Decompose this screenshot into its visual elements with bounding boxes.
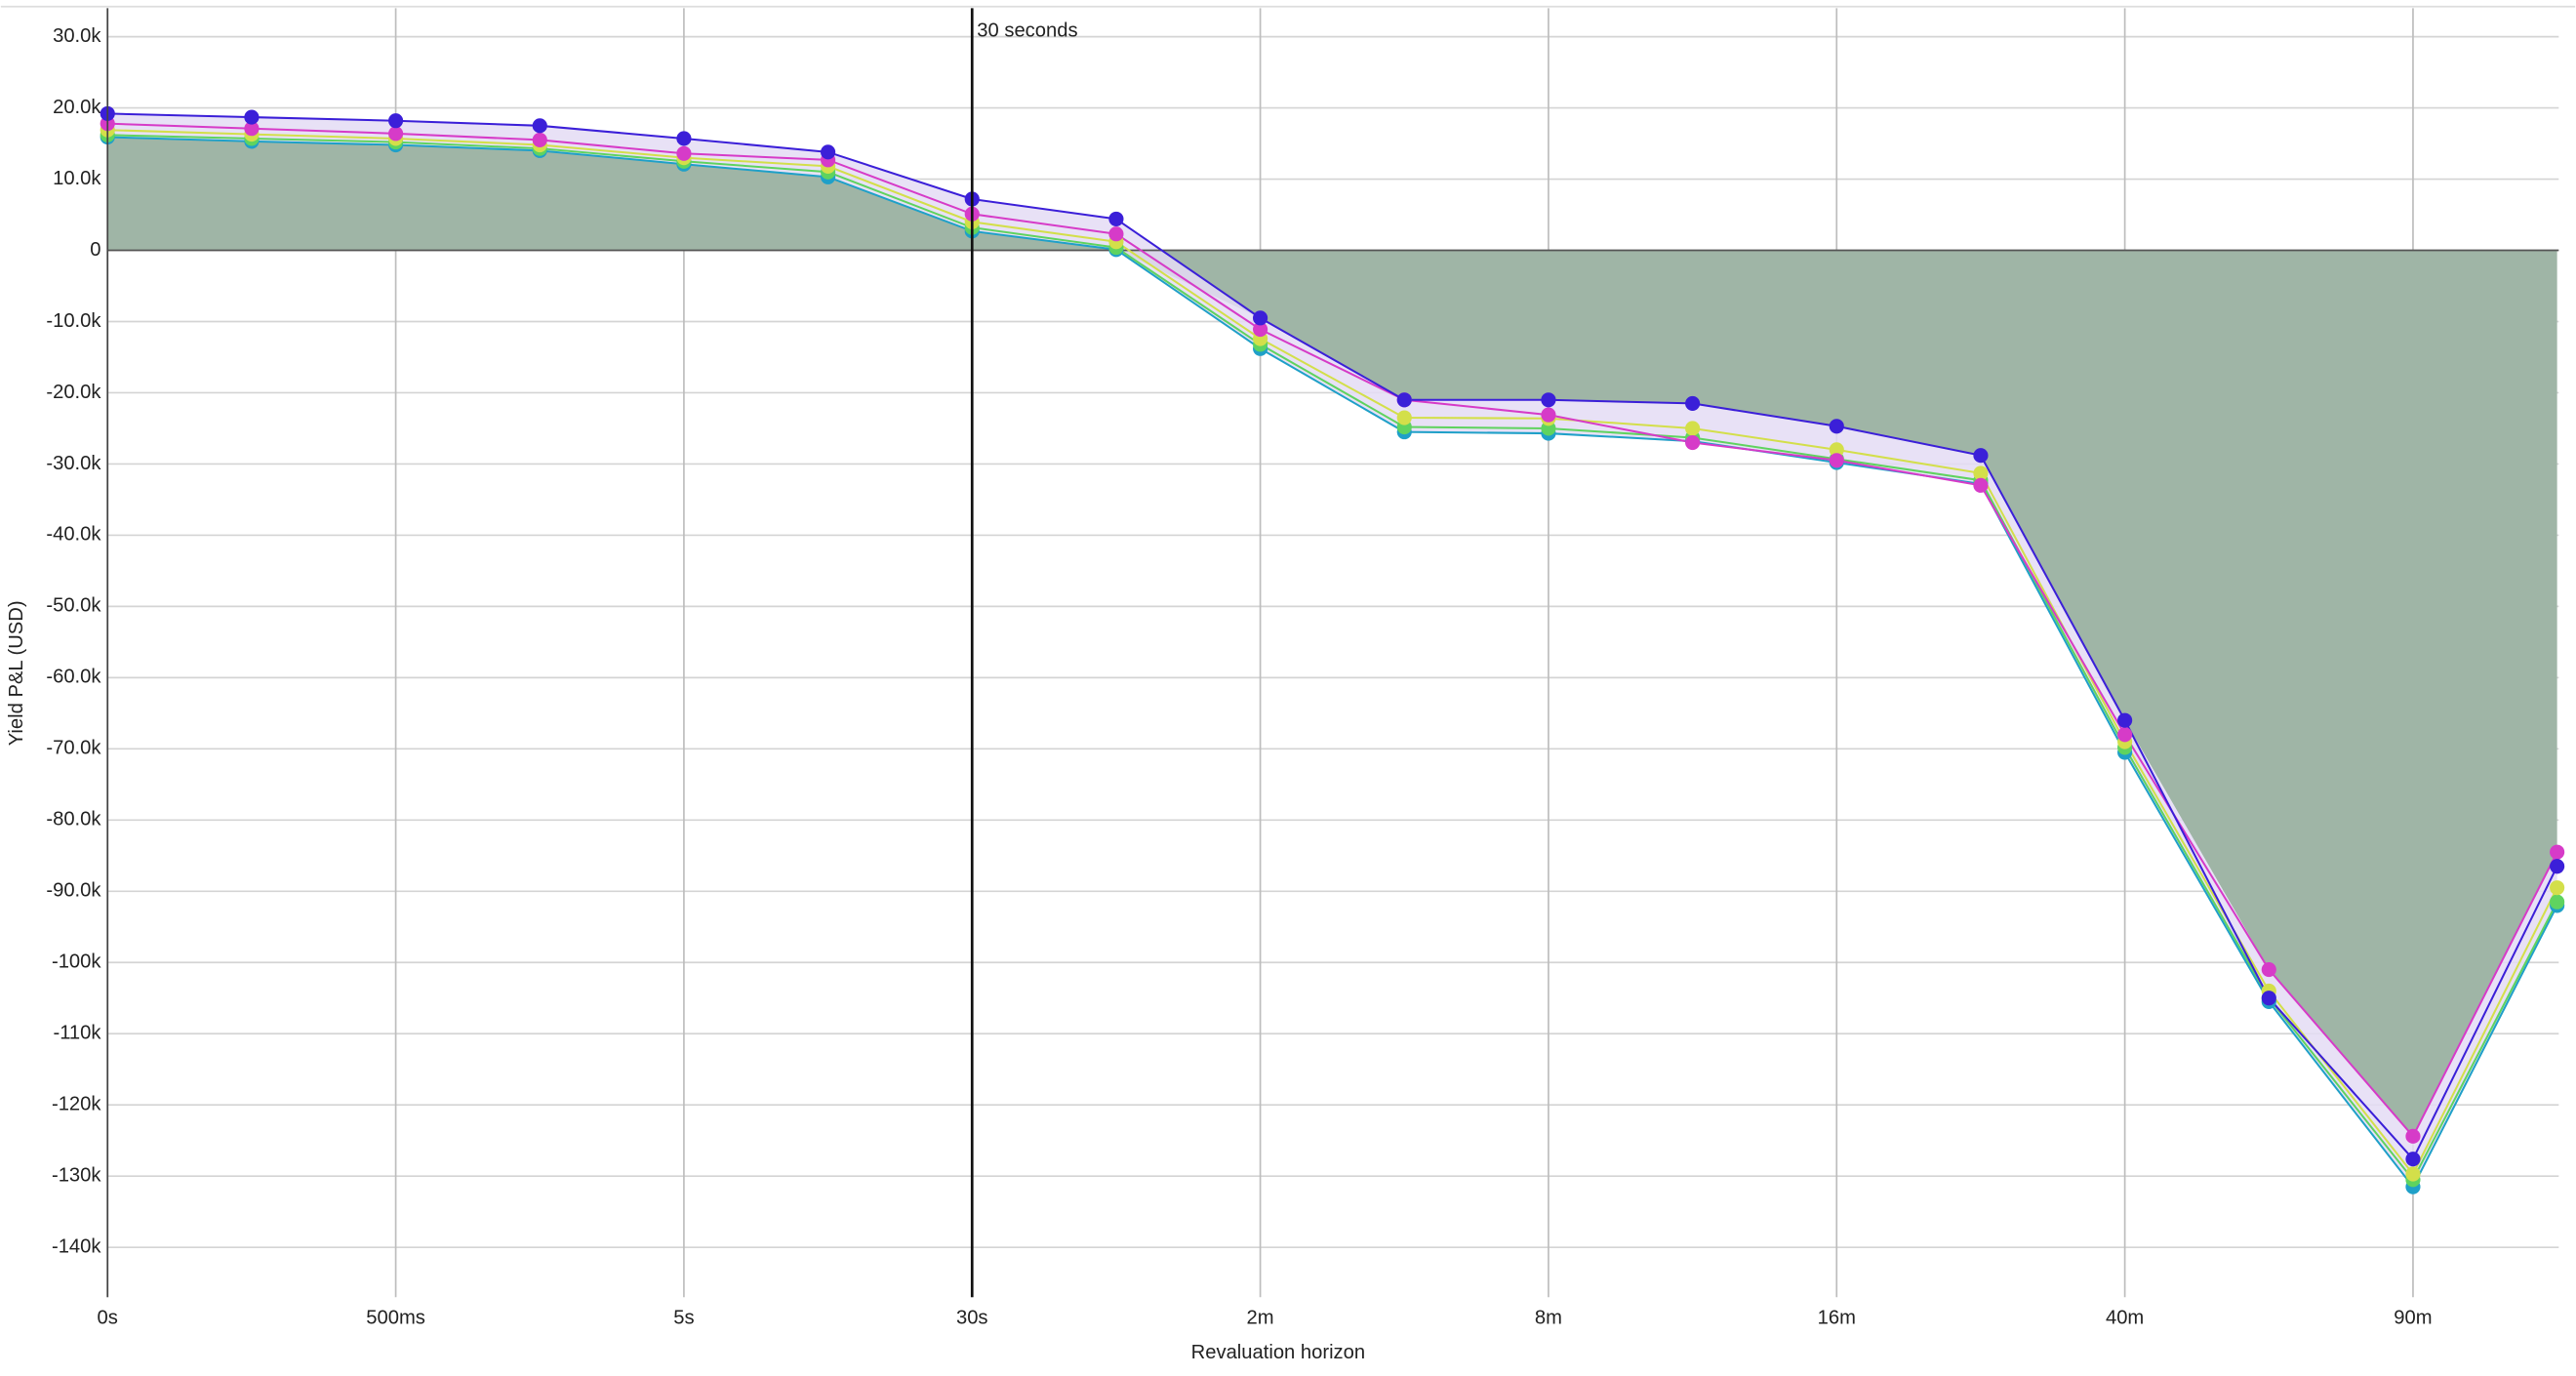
x-axis-label: Revaluation horizon: [1191, 1342, 1365, 1363]
y-tick-label: 30.0k: [53, 25, 101, 47]
y-tick-label: -140k: [52, 1235, 101, 1257]
x-tick-label: 8m: [1535, 1307, 1562, 1328]
point: [2261, 991, 2276, 1006]
point: [1829, 442, 1844, 458]
series-line: [107, 136, 2558, 1189]
point: [1973, 465, 1989, 481]
point: [676, 145, 692, 161]
point: [387, 126, 404, 142]
series-line: [107, 112, 2558, 1161]
point: [1973, 448, 1989, 464]
x-tick-label: 90m: [2394, 1307, 2432, 1328]
y-tick-label: -130k: [52, 1165, 101, 1187]
marker-label: 30 seconds: [977, 20, 1077, 41]
point: [676, 131, 692, 146]
point: [1973, 477, 1989, 493]
y-axis-label: Yield P&L (USD): [6, 600, 27, 746]
point: [1829, 453, 1844, 468]
y-tick-label: -50.0k: [46, 595, 101, 617]
point: [1685, 395, 1701, 411]
y-tick-label: -70.0k: [46, 738, 101, 759]
point: [1396, 410, 1412, 425]
point: [1108, 226, 1124, 242]
y-tick-label: -80.0k: [46, 809, 101, 830]
point: [532, 132, 547, 147]
series-line: [107, 134, 2558, 1182]
x-tick-label: 40m: [2106, 1307, 2144, 1328]
point: [821, 144, 836, 160]
x-tick-label: 500ms: [366, 1307, 425, 1328]
x-tick-label: 16m: [1818, 1307, 1856, 1328]
area: [107, 137, 2557, 1137]
point: [2261, 961, 2276, 978]
x-tick-label: 30s: [956, 1307, 988, 1328]
point: [2550, 859, 2565, 874]
y-tick-label: 20.0k: [53, 97, 101, 118]
point: [1396, 392, 1412, 408]
point: [244, 121, 260, 137]
point: [2405, 1166, 2421, 1182]
y-tick-label: 10.0k: [53, 168, 101, 189]
point: [2550, 844, 2565, 860]
point: [387, 113, 404, 129]
y-tick-label: -90.0k: [46, 880, 101, 902]
series-line: [107, 122, 2558, 1139]
point: [244, 109, 260, 125]
y-tick-label: -20.0k: [46, 382, 101, 403]
point: [1108, 211, 1124, 226]
y-tick-label: -30.0k: [46, 453, 101, 474]
point: [2550, 894, 2565, 910]
point: [1685, 421, 1701, 436]
y-tick-label: -60.0k: [46, 667, 101, 688]
y-tick-label: 0: [90, 239, 101, 261]
y-tick-label: -40.0k: [46, 524, 101, 546]
point: [1685, 434, 1701, 451]
point: [1829, 419, 1844, 434]
point: [1541, 407, 1556, 423]
point: [2405, 1128, 2421, 1144]
series-line: [107, 129, 2558, 1176]
point: [2405, 1152, 2421, 1167]
y-tick-label: -100k: [52, 951, 101, 973]
point: [2117, 712, 2133, 728]
x-tick-label: 5s: [673, 1307, 694, 1328]
point: [1253, 310, 1268, 326]
y-tick-label: -10.0k: [46, 310, 101, 332]
point: [1541, 392, 1556, 408]
point: [2117, 727, 2133, 743]
point: [2550, 880, 2565, 896]
y-tick-label: -120k: [52, 1094, 101, 1115]
x-tick-label: 2m: [1247, 1307, 1274, 1328]
y-tick-label: -110k: [53, 1023, 101, 1044]
x-tick-label: 0s: [98, 1307, 118, 1328]
point: [1253, 321, 1268, 338]
point: [532, 118, 547, 134]
